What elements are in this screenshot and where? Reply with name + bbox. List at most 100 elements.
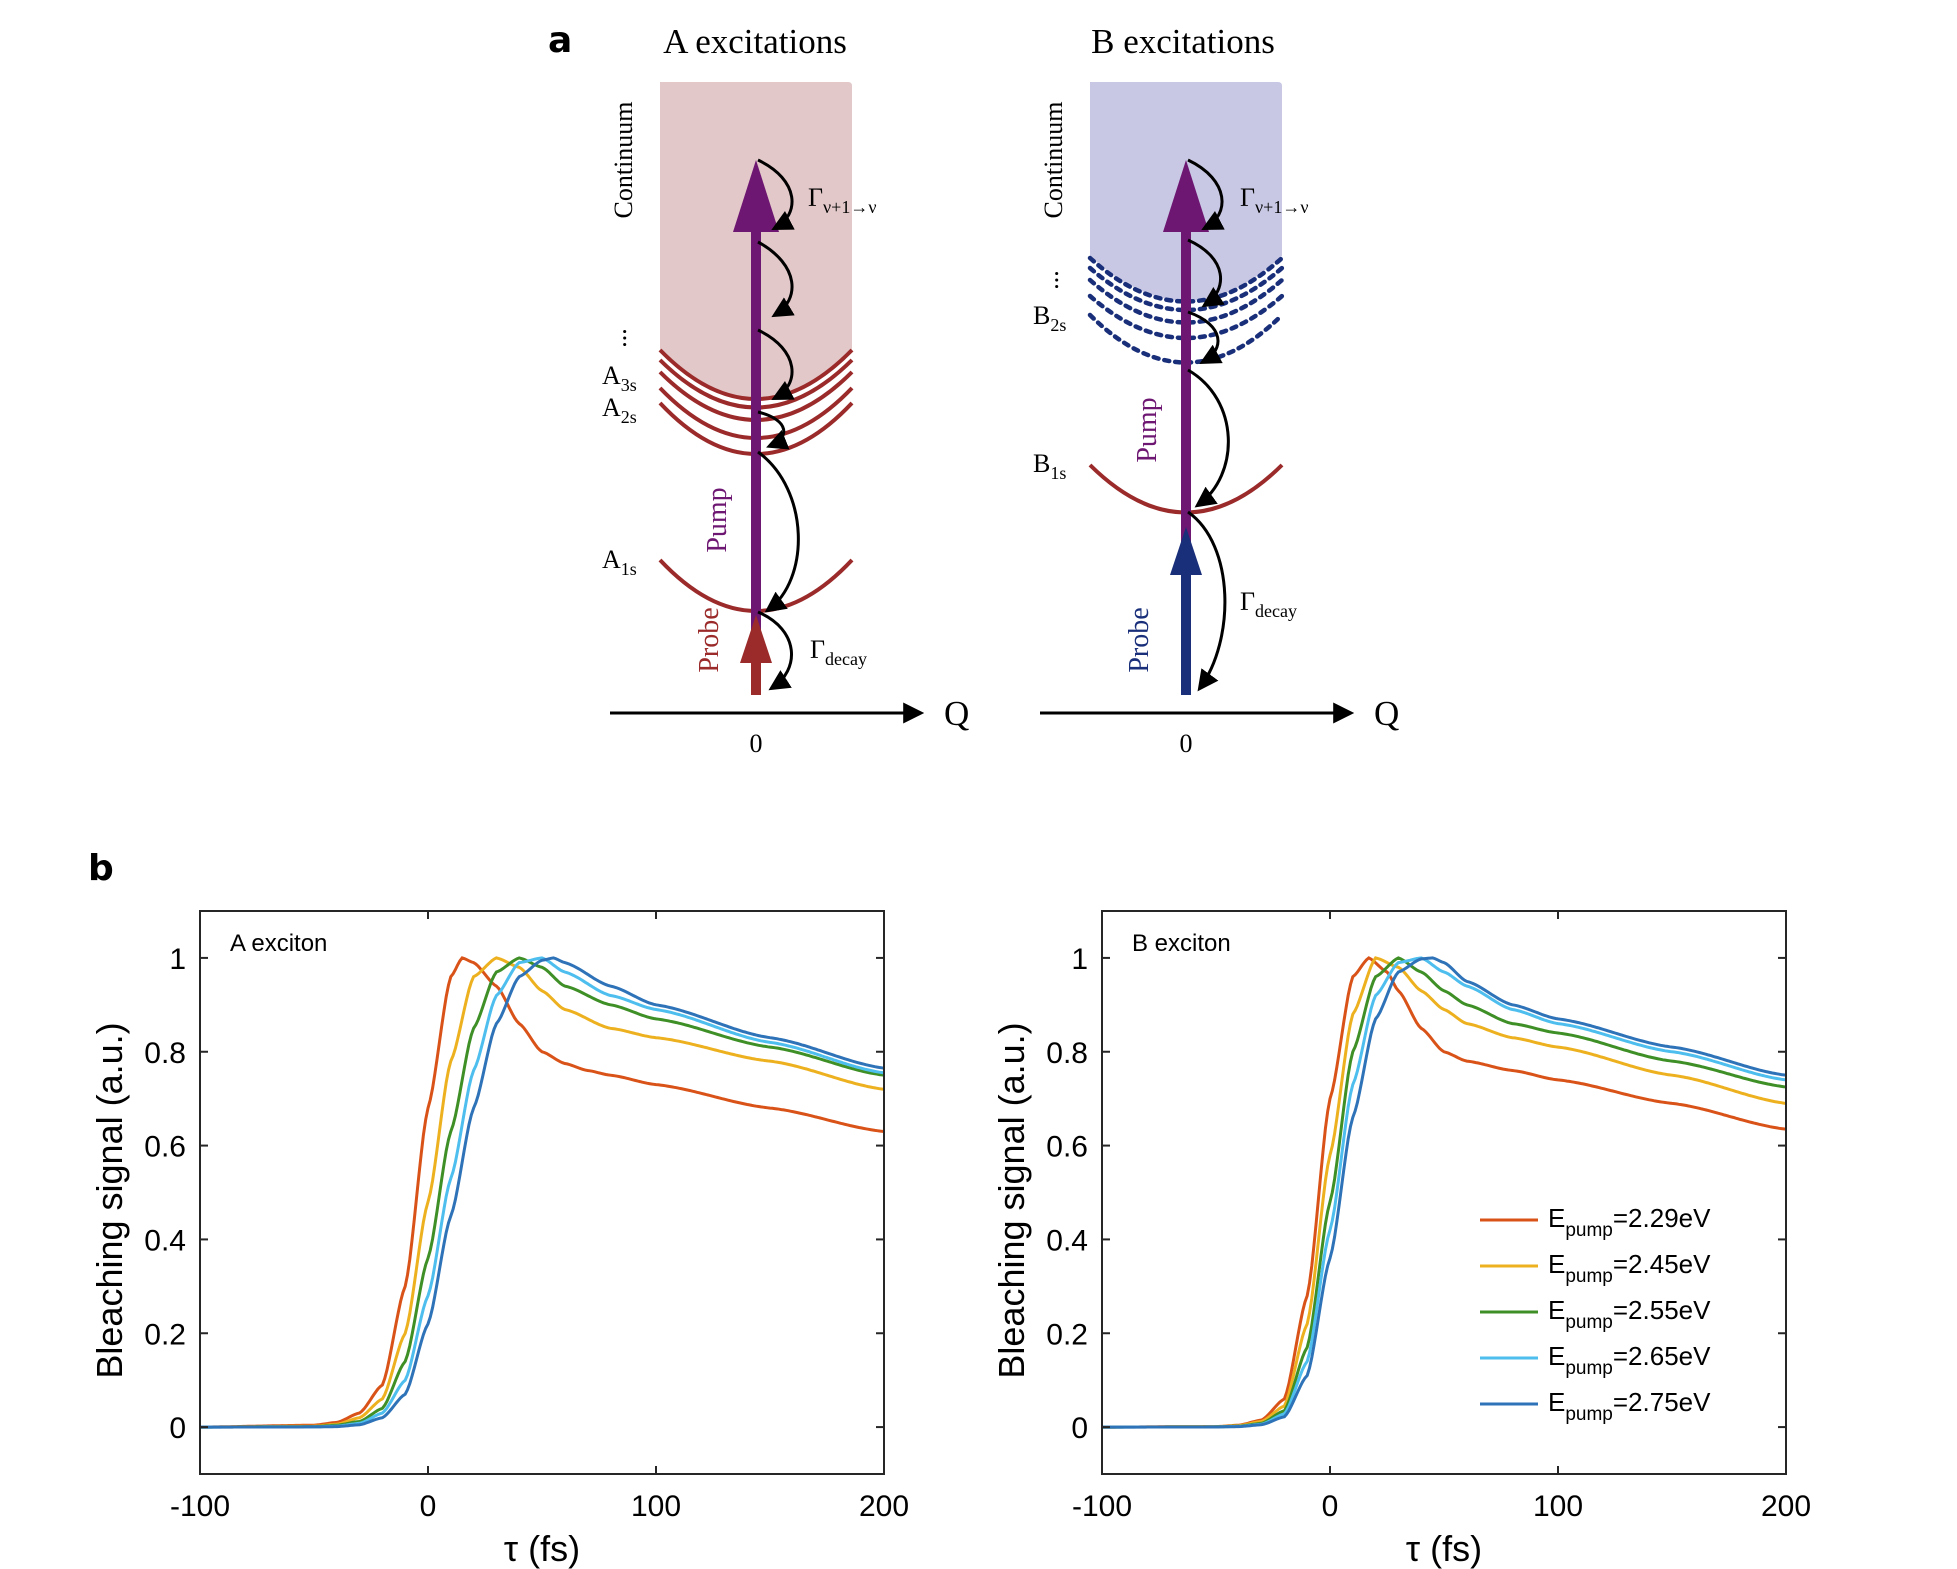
relax-arrow-a-1 xyxy=(757,158,795,230)
panel-b-letter: b xyxy=(88,848,114,889)
q-axis-label-a: Q xyxy=(944,694,969,733)
relax-arrow-b-3 xyxy=(1187,310,1223,365)
svg-text:B2s: B2s xyxy=(1033,301,1066,335)
svg-text:A1s: A1s xyxy=(602,545,637,579)
plot-frame xyxy=(1101,910,1787,1475)
gamma-decay-label-a: Γdecay xyxy=(810,635,867,669)
level-label-a1s: A1s xyxy=(602,545,637,579)
y-tick-label: 0.4 xyxy=(144,1224,186,1257)
x-tick-label: -100 xyxy=(1072,1490,1132,1523)
level-label-b2s: B2s xyxy=(1033,301,1066,335)
series-line-3 xyxy=(200,956,885,1429)
y-tick-label: 1 xyxy=(169,943,186,976)
gamma-decay-label-b: Γdecay xyxy=(1240,587,1297,621)
svg-text:B1s: B1s xyxy=(1033,449,1066,483)
svg-text:A3s: A3s xyxy=(602,361,637,395)
y-tick-label: 0.2 xyxy=(144,1318,186,1351)
gamma-relax-label-a: Γν+1→ν xyxy=(808,183,876,217)
series-line-1 xyxy=(200,956,885,1429)
svg-text:Γν+1→ν: Γν+1→ν xyxy=(808,183,876,217)
y-axis-label: Bleaching signal (a.u.) xyxy=(89,1022,130,1378)
y-tick-label: 0.8 xyxy=(1046,1037,1088,1070)
continuum-label-b: Continuum xyxy=(1039,101,1068,218)
continuum-label-a: Continuum xyxy=(609,101,638,218)
relax-arrow-a-5 xyxy=(757,450,800,613)
legend-entry-4: Epump=2.65eV xyxy=(1480,1341,1711,1379)
y-tick-label: 0 xyxy=(1071,1412,1088,1445)
legend-entry-1: Epump=2.29eV xyxy=(1480,1203,1711,1241)
relax-arrow-a-4 xyxy=(757,410,790,450)
relax-arrow-a-2 xyxy=(757,240,795,318)
ellipsis-b: ... xyxy=(1035,270,1064,290)
pump-label-a: Pump xyxy=(702,487,733,552)
y-axis-label: Bleaching signal (a.u.) xyxy=(991,1022,1032,1378)
y-tick-label: 1 xyxy=(1071,943,1088,976)
level-label-b1s: B1s xyxy=(1033,449,1066,483)
y-tick-label: 0.6 xyxy=(144,1131,186,1164)
level-label-a2s: A2s xyxy=(602,393,637,427)
y-tick-label: 0 xyxy=(169,1412,186,1445)
y-tick-label: 0.4 xyxy=(1046,1224,1088,1257)
relax-arrow-a-3 xyxy=(757,328,795,400)
svg-text:Epump=2.75eV: Epump=2.75eV xyxy=(1548,1387,1711,1425)
x-axis-label: τ (fs) xyxy=(1406,1528,1482,1569)
chart-b-exciton: -100 0 100 200 0 0.2 0.4 0.6 0.8 1 B exciton τ (fs)… xyxy=(991,910,1811,1569)
x-tick-label: -100 xyxy=(170,1490,230,1523)
origin-label-b: 0 xyxy=(1180,729,1193,758)
chart-a-exciton: -100 0 100 200 0 0.2 0.4 0.6 0.8 1 A exciton τ (fs)… xyxy=(89,910,909,1569)
x-axis-label: τ (fs) xyxy=(504,1528,580,1569)
chart-title: A exciton xyxy=(230,930,327,957)
plot-frame xyxy=(199,910,885,1475)
pump-arrowhead-b xyxy=(1163,160,1209,232)
relax-arrow-b-2 xyxy=(1187,238,1225,308)
ellipsis-a: ... xyxy=(603,328,632,348)
panel-a-letter: a xyxy=(548,20,572,61)
gamma-relax-label-b: Γν+1→ν xyxy=(1240,183,1308,217)
diagram-a-title: A excitations xyxy=(663,22,847,61)
x-tick-label: 100 xyxy=(631,1490,681,1523)
series-line-4 xyxy=(200,956,885,1429)
diagram-b-excitations: B excitations Continuum ... B2s B1s Pump… xyxy=(1033,22,1399,758)
y-tick-label: 0.2 xyxy=(1046,1318,1088,1351)
svg-text:A2s: A2s xyxy=(602,393,637,427)
x-tick-label: 0 xyxy=(1322,1490,1339,1523)
probe-arrowhead-a xyxy=(740,615,772,663)
q-axis-label-b: Q xyxy=(1374,694,1399,733)
probe-label-a: Probe xyxy=(694,607,725,672)
probe-arrowhead-b xyxy=(1170,527,1202,575)
svg-text:Epump=2.29eV: Epump=2.29eV xyxy=(1548,1203,1711,1241)
x-tick-label: 200 xyxy=(1761,1490,1811,1523)
legend-entry-2: Epump=2.45eV xyxy=(1480,1249,1711,1287)
relaxation-arrows-b xyxy=(1187,158,1230,692)
svg-text:Γdecay: Γdecay xyxy=(1240,587,1297,621)
legend-entry-3: Epump=2.55eV xyxy=(1480,1295,1711,1333)
level-label-a3s: A3s xyxy=(602,361,637,395)
y-tick-label: 0.6 xyxy=(1046,1131,1088,1164)
decay-arrow-a xyxy=(757,610,794,691)
svg-text:Γν+1→ν: Γν+1→ν xyxy=(1240,183,1308,217)
relaxation-arrows-a xyxy=(757,158,800,691)
diagram-b-title: B excitations xyxy=(1091,22,1275,61)
pump-label-b: Pump xyxy=(1132,397,1163,462)
series-line-5 xyxy=(200,956,885,1429)
svg-text:Epump=2.45eV: Epump=2.45eV xyxy=(1548,1249,1711,1287)
svg-text:Epump=2.65eV: Epump=2.65eV xyxy=(1548,1341,1711,1379)
chart-title: B exciton xyxy=(1132,930,1231,957)
origin-label-a: 0 xyxy=(750,729,763,758)
decay-arrow-b xyxy=(1187,510,1227,692)
series-line-5 xyxy=(1102,956,1787,1429)
relax-arrow-b-4 xyxy=(1187,368,1230,508)
x-tick-label: 200 xyxy=(859,1490,909,1523)
diagram-a-excitations: A excitations Continuum ... A3s A2s A1s … xyxy=(602,22,969,758)
pump-arrowhead-a xyxy=(733,160,779,232)
legend: Epump=2.29eV Epump=2.45eV Epump=2.55eV E… xyxy=(1480,1203,1711,1425)
svg-text:Γdecay: Γdecay xyxy=(810,635,867,669)
x-tick-label: 0 xyxy=(420,1490,437,1523)
x-tick-label: 100 xyxy=(1533,1490,1583,1523)
relax-arrow-b-1 xyxy=(1187,158,1225,230)
series-line-2 xyxy=(200,956,885,1429)
svg-text:Epump=2.55eV: Epump=2.55eV xyxy=(1548,1295,1711,1333)
legend-entry-5: Epump=2.75eV xyxy=(1480,1387,1711,1425)
y-tick-label: 0.8 xyxy=(144,1037,186,1070)
